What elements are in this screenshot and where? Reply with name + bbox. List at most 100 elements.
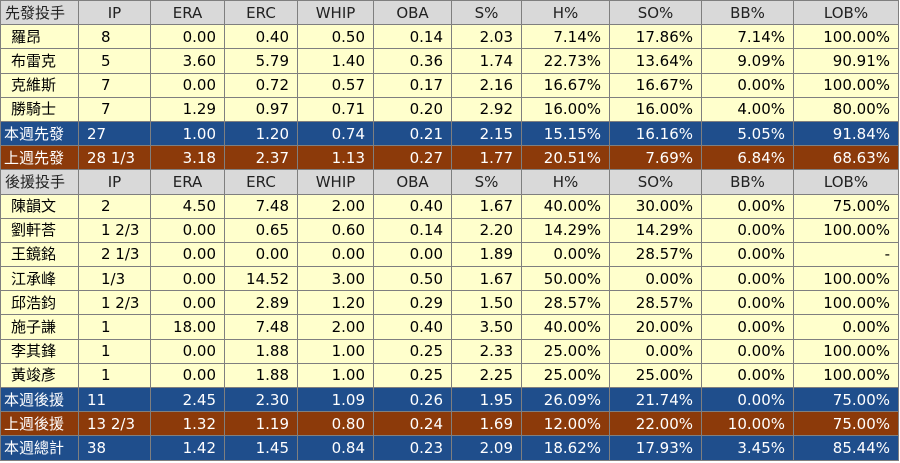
cell-h: 12.00% <box>521 411 610 437</box>
cell-h: 28.57% <box>521 290 610 316</box>
cell-lob: 0.00% <box>793 314 899 340</box>
cell-whip: 0.80 <box>297 411 374 437</box>
cell-name: 羅昂 <box>0 24 79 50</box>
table-row: 勝騎士 7 1.29 0.97 0.71 0.20 2.92 16.00% 16.00% 4.00… <box>0 96 899 122</box>
cell-oba: 0.25 <box>373 362 452 389</box>
cell-so: 20.00% <box>609 314 702 340</box>
this-week-summary-row: 本週後援 11 2.45 2.30 1.09 0.26 1.95 26.09% 21.74% 0.… <box>0 386 899 413</box>
cell-lob: - <box>793 241 899 268</box>
cell-name: 勝騎士 <box>0 96 79 122</box>
cell-erc: 5.79 <box>224 48 298 74</box>
cell-bb: 10.00% <box>701 411 794 437</box>
cell-bb: 5.05% <box>701 120 794 147</box>
cell-h: 18.62% <box>521 435 610 461</box>
cell-s: 1.74 <box>451 48 522 74</box>
column-header-h: H% <box>521 169 610 195</box>
cell-erc: 1.19 <box>224 411 298 437</box>
table-row: 黃竣彥 1 0.00 1.88 1.00 0.25 2.25 25.00% 25.00% 0.00… <box>0 362 899 389</box>
cell-lob: 90.91% <box>793 48 899 74</box>
cell-so: 17.93% <box>609 435 702 461</box>
column-header-lob: LOB% <box>793 169 899 195</box>
column-header-h: H% <box>521 0 610 26</box>
column-header-era: ERA <box>150 0 225 26</box>
cell-so: 30.00% <box>609 193 702 219</box>
cell-s: 2.33 <box>451 338 522 364</box>
cell-oba: 0.27 <box>373 145 452 171</box>
cell-h: 0.00% <box>521 241 610 268</box>
cell-bb: 0.00% <box>701 362 794 389</box>
cell-whip: 3.00 <box>297 266 374 292</box>
cell-era: 0.00 <box>150 290 225 316</box>
cell-name: 江承峰 <box>0 266 79 292</box>
cell-so: 22.00% <box>609 411 702 437</box>
cell-oba: 0.40 <box>373 193 452 219</box>
cell-bb: 0.00% <box>701 314 794 340</box>
cell-whip: 1.40 <box>297 48 374 74</box>
cell-ip: 1 <box>78 314 151 340</box>
cell-s: 2.09 <box>451 435 522 461</box>
cell-s: 3.50 <box>451 314 522 340</box>
cell-h: 40.00% <box>521 314 610 340</box>
cell-so: 0.00% <box>609 266 702 292</box>
cell-oba: 0.14 <box>373 24 452 50</box>
cell-name: 布雷克 <box>0 48 79 74</box>
cell-bb: 0.00% <box>701 72 794 98</box>
cell-whip: 0.57 <box>297 72 374 98</box>
cell-s: 1.50 <box>451 290 522 316</box>
cell-oba: 0.40 <box>373 314 452 340</box>
cell-ip: 1 2/3 <box>78 290 151 316</box>
column-header-ip: IP <box>78 0 151 26</box>
cell-oba: 0.50 <box>373 266 452 292</box>
column-header-oba: OBA <box>373 169 452 195</box>
column-header-ip: IP <box>78 169 151 195</box>
cell-name: 本週先發 <box>0 120 79 147</box>
cell-oba: 0.21 <box>373 120 452 147</box>
cell-ip: 2 1/3 <box>78 241 151 268</box>
cell-era: 4.50 <box>150 193 225 219</box>
cell-erc: 2.37 <box>224 145 298 171</box>
cell-name: 邱浩鈞 <box>0 290 79 316</box>
cell-erc: 1.20 <box>224 120 298 147</box>
cell-erc: 0.65 <box>224 217 298 243</box>
cell-era: 0.00 <box>150 72 225 98</box>
cell-erc: 1.88 <box>224 362 298 389</box>
cell-whip: 0.74 <box>297 120 374 147</box>
cell-so: 0.00% <box>609 338 702 364</box>
cell-era: 1.42 <box>150 435 225 461</box>
cell-h: 50.00% <box>521 266 610 292</box>
cell-ip: 2 <box>78 193 151 219</box>
cell-h: 25.00% <box>521 362 610 389</box>
cell-era: 0.00 <box>150 217 225 243</box>
cell-lob: 100.00% <box>793 362 899 389</box>
section-header-label: 先發投手 <box>0 0 79 26</box>
cell-name: 克維斯 <box>0 72 79 98</box>
cell-bb: 0.00% <box>701 241 794 268</box>
cell-so: 16.00% <box>609 96 702 122</box>
cell-oba: 0.17 <box>373 72 452 98</box>
cell-erc: 1.88 <box>224 338 298 364</box>
column-header-whip: WHIP <box>297 169 374 195</box>
cell-bb: 0.00% <box>701 266 794 292</box>
cell-name: 王鏡銘 <box>0 241 79 268</box>
cell-s: 1.67 <box>451 266 522 292</box>
cell-whip: 2.00 <box>297 314 374 340</box>
cell-oba: 0.00 <box>373 241 452 268</box>
cell-whip: 2.00 <box>297 193 374 219</box>
cell-so: 25.00% <box>609 362 702 389</box>
cell-whip: 0.00 <box>297 241 374 268</box>
cell-era: 0.00 <box>150 362 225 389</box>
cell-whip: 0.50 <box>297 24 374 50</box>
cell-whip: 0.71 <box>297 96 374 122</box>
this-week-summary-row: 本週先發 27 1.00 1.20 0.74 0.21 2.15 15.15% 16.16% 5.… <box>0 120 899 147</box>
column-header-bb: BB% <box>701 169 794 195</box>
cell-ip: 8 <box>78 24 151 50</box>
cell-s: 2.25 <box>451 362 522 389</box>
cell-era: 3.60 <box>150 48 225 74</box>
table-row: 克維斯 7 0.00 0.72 0.57 0.17 2.16 16.67% 16.67% 0.00… <box>0 72 899 98</box>
cell-whip: 0.60 <box>297 217 374 243</box>
table-row: 邱浩鈞 1 2/3 0.00 2.89 1.20 0.29 1.50 28.57% 28.57%… <box>0 290 899 316</box>
cell-lob: 75.00% <box>793 386 899 413</box>
cell-whip: 1.20 <box>297 290 374 316</box>
cell-lob: 100.00% <box>793 217 899 243</box>
